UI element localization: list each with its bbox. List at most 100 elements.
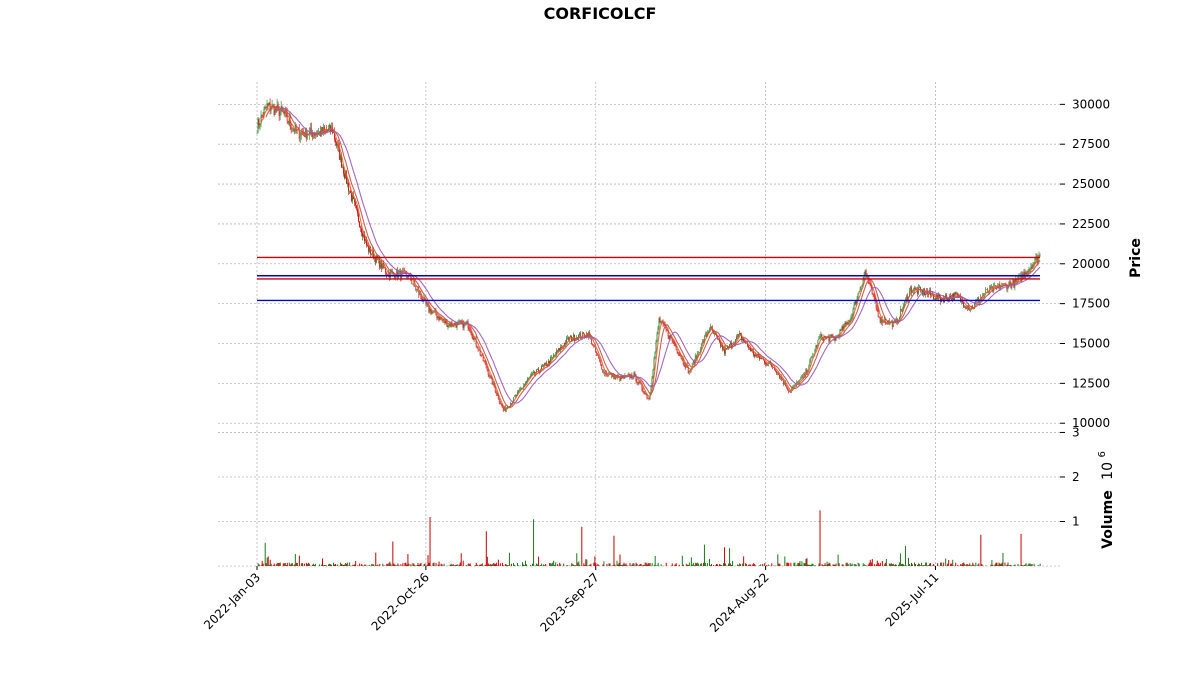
candle-body — [597, 353, 599, 356]
candle-body — [416, 289, 418, 290]
candle-body — [737, 336, 738, 338]
candle-body — [743, 338, 744, 341]
volume-bar — [555, 562, 557, 566]
volume-bar — [925, 562, 927, 566]
candle-body — [700, 343, 702, 350]
candle-body — [266, 103, 268, 108]
candle-body — [935, 298, 936, 300]
volume-bar — [801, 561, 803, 566]
candle-body — [575, 339, 576, 341]
volume-bar — [639, 564, 641, 566]
candle-body — [815, 345, 817, 350]
candle-body — [759, 356, 760, 360]
volume-bar — [455, 564, 457, 566]
volume-bar — [655, 565, 657, 566]
candle-body — [365, 239, 366, 241]
candle-body — [864, 270, 866, 276]
volume-bar — [967, 564, 969, 566]
candle-body — [544, 363, 545, 366]
candle-body — [857, 293, 859, 299]
volume-bar — [1000, 564, 1002, 566]
candle-body — [739, 332, 740, 335]
candle-body — [363, 233, 364, 237]
volume-bar — [377, 564, 379, 566]
volume-bar — [551, 563, 553, 566]
candle-body — [489, 375, 491, 377]
volume-bar — [833, 564, 835, 566]
candle-body — [447, 325, 449, 328]
volume-bar — [632, 563, 634, 566]
volume-bar — [349, 562, 351, 566]
candle-body — [430, 308, 432, 314]
candle-body — [990, 286, 992, 289]
candle-body — [346, 171, 347, 184]
volume-bar — [282, 563, 284, 566]
candle-body — [808, 366, 810, 371]
volume-bar — [721, 565, 723, 566]
volume-bar — [793, 562, 795, 566]
volume-bar — [563, 563, 565, 566]
volume-bar — [264, 542, 266, 566]
candle-body — [891, 321, 893, 327]
candle-body — [634, 372, 636, 375]
candle-body — [669, 335, 671, 339]
candle-body — [265, 106, 267, 108]
candle-body — [536, 369, 537, 374]
candle-body — [354, 199, 355, 203]
candle-body — [267, 103, 269, 105]
candle-body — [680, 355, 682, 359]
volume-bar — [778, 563, 780, 566]
candle-body — [901, 309, 903, 311]
candle-body — [788, 390, 790, 392]
candle-body — [473, 337, 475, 340]
candle-body — [452, 325, 454, 327]
x-tick-label: 2024-Aug-22 — [707, 570, 772, 635]
volume-bar — [291, 562, 293, 566]
candle-body — [715, 334, 717, 337]
x-axis: 2022-Jan-03 2022-Oct-26 2023-Sep-27 2024-Au… — [201, 566, 942, 635]
volume-tick-label: 2 — [1072, 470, 1080, 484]
volume-bar — [333, 562, 335, 566]
volume-bar — [806, 558, 808, 566]
volume-bar — [273, 563, 275, 566]
volume-bar — [863, 564, 865, 566]
candle-body — [903, 300, 905, 306]
candle-body — [894, 321, 896, 323]
candle-body — [701, 341, 703, 344]
volume-bar — [901, 563, 903, 566]
volume-bar — [589, 564, 591, 566]
candle-body — [545, 363, 546, 364]
candle-body — [518, 389, 520, 390]
volume-bar — [298, 555, 300, 566]
volume-bar — [266, 557, 268, 566]
volume-bar — [854, 564, 856, 566]
candle-body — [459, 321, 461, 322]
candle-body — [1026, 272, 1028, 275]
volume-bar — [429, 517, 431, 566]
volume-bar — [493, 563, 495, 566]
candle-body — [811, 356, 813, 358]
candle-body — [494, 387, 496, 393]
candle-body — [878, 316, 880, 318]
volume-bar — [321, 558, 323, 566]
candle-body — [856, 298, 858, 304]
volume-bar — [623, 562, 625, 566]
candle-body — [746, 342, 747, 344]
candle-body — [516, 391, 518, 396]
candle-body — [956, 293, 957, 294]
volume-bar — [771, 563, 773, 566]
volume-bar — [998, 562, 1000, 566]
candle-body — [500, 403, 502, 405]
volume-bar — [898, 562, 900, 566]
candle-body — [401, 271, 403, 279]
candle-body — [632, 377, 634, 379]
candle-body — [376, 255, 377, 263]
volume-bar — [479, 564, 481, 566]
volume-bar — [285, 564, 287, 566]
candle-body — [825, 336, 827, 338]
candle-body — [974, 302, 976, 308]
candle-body — [471, 334, 473, 337]
candle-body — [991, 286, 993, 289]
candle-body — [420, 293, 422, 298]
candle-body — [595, 346, 597, 352]
